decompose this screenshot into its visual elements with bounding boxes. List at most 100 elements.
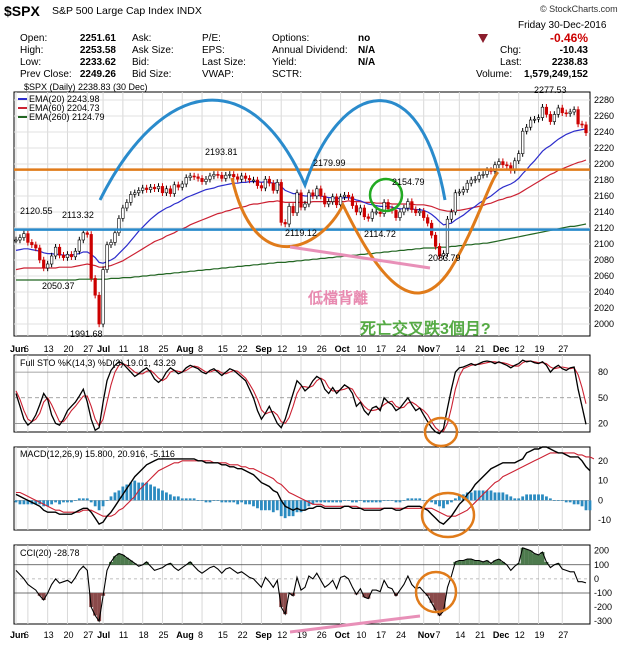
x-tick-label: 14: [455, 344, 465, 354]
macd-histogram-bar: [335, 500, 339, 503]
cci-overbought-fill: [540, 552, 545, 565]
macd-histogram-bar: [73, 500, 77, 501]
price-candle: [34, 244, 38, 249]
macd-histogram-bar: [93, 500, 97, 507]
price-candle: [129, 194, 133, 203]
y-tick-label: 2200: [594, 159, 614, 169]
price-label: 2120.55: [20, 206, 53, 216]
price-label: 2179.99: [313, 158, 346, 168]
price-label: 2114.72: [364, 229, 396, 239]
y-tick-label: 200: [594, 546, 609, 556]
y-tick-label: 2220: [594, 143, 614, 153]
field-label: P/E:: [202, 33, 221, 44]
macd-histogram-bar: [50, 500, 54, 505]
cci-overbought-fill: [520, 547, 525, 565]
field-value: 2253.58: [79, 45, 116, 56]
macd-histogram-bar: [422, 500, 426, 501]
price-label: 2083.79: [428, 253, 461, 263]
macd-histogram-bar: [406, 498, 410, 501]
x-tick-label: 11: [119, 630, 128, 640]
cci-overbought-fill: [524, 549, 529, 565]
y-tick-label: 80: [598, 367, 608, 377]
macd-histogram-bar: [513, 498, 517, 501]
macd-histogram-bar: [22, 500, 26, 505]
field-label: Open:: [20, 33, 48, 44]
price-candle: [168, 188, 172, 194]
macd-histogram-bar: [224, 500, 228, 503]
cci-overbought-fill: [477, 560, 482, 565]
macd-histogram-bar: [430, 500, 434, 503]
x-tick-label: 15: [218, 344, 228, 354]
price-candle: [172, 184, 176, 194]
macd-histogram-bar: [442, 500, 445, 509]
y-tick-label: 2240: [594, 127, 614, 137]
field-label: EPS:: [202, 45, 225, 56]
price-candle: [394, 210, 398, 218]
macd-histogram-bar: [529, 494, 532, 501]
x-tick-label: 18: [139, 344, 149, 354]
cci-overbought-fill: [465, 559, 470, 565]
macd-histogram-bar: [283, 500, 287, 519]
macd-histogram-bar: [176, 496, 180, 501]
price-candle: [212, 174, 216, 177]
cci-oversold-fill: [437, 592, 442, 616]
x-tick-label: 24: [396, 344, 406, 354]
field-label: Last Size:: [202, 57, 246, 68]
price-candle: [441, 253, 446, 257]
macd-histogram-bar: [473, 490, 477, 501]
price-candle: [497, 161, 501, 166]
macd-signal-line: [16, 452, 595, 517]
x-tick-label: Oct: [335, 344, 350, 354]
x-tick-label: 26: [317, 630, 327, 640]
price-candle: [418, 210, 422, 214]
price-label: 2119.12: [285, 228, 317, 238]
price-candle: [164, 188, 169, 194]
x-tick-label: 25: [158, 344, 168, 354]
macd-histogram-bar: [319, 500, 323, 503]
field-label: Bid:: [132, 57, 150, 68]
macd-histogram-bar: [188, 498, 192, 501]
price-candle: [307, 192, 311, 205]
cci-overbought-fill: [485, 560, 490, 565]
legend-label: EMA(20) 2243.98: [29, 94, 100, 104]
macd-histogram-bar: [331, 500, 335, 503]
macd-histogram-bar: [509, 496, 513, 501]
macd-histogram-bar: [552, 500, 556, 501]
macd-histogram-bar: [66, 500, 69, 503]
price-candle: [30, 242, 34, 246]
price-candle: [251, 179, 256, 182]
price-candle: [232, 174, 236, 178]
price-candle: [188, 175, 192, 178]
field-label: Last:: [500, 57, 522, 68]
field-label: Yield:: [272, 57, 297, 68]
y-tick-label: -200: [594, 602, 612, 612]
change-value: -10.43: [559, 45, 588, 56]
x-tick-label: Jun: [10, 344, 26, 354]
macd-histogram-bar: [46, 500, 50, 507]
macd-histogram-bar: [370, 500, 374, 503]
macd-histogram-bar: [517, 498, 521, 501]
index-name-text: S&P 500 Large Cap Index: [52, 5, 174, 17]
price-candle: [342, 194, 347, 198]
field-label: Chg:: [500, 45, 522, 56]
field-value: N/A: [358, 57, 376, 68]
price-candle: [315, 188, 319, 197]
macd-histogram-bar: [165, 492, 168, 501]
macd-histogram-bar: [390, 500, 394, 501]
y-tick-label: 100: [594, 560, 609, 570]
price-candle: [50, 255, 54, 265]
macd-histogram-bar: [525, 494, 529, 501]
price-candle: [580, 123, 584, 126]
price-label: 1991.68: [70, 329, 103, 339]
price-candle: [101, 269, 105, 325]
price-candle: [465, 182, 469, 190]
macd-histogram-bar: [521, 496, 525, 501]
price-label: 2193.81: [205, 147, 238, 157]
macd-histogram-bar: [556, 500, 560, 501]
macd-histogram-bar: [323, 500, 327, 503]
macd-histogram-bar: [572, 500, 576, 505]
macd-histogram-bar: [307, 500, 311, 507]
x-tick-label: 22: [238, 630, 248, 640]
macd-histogram-bar: [295, 500, 299, 513]
